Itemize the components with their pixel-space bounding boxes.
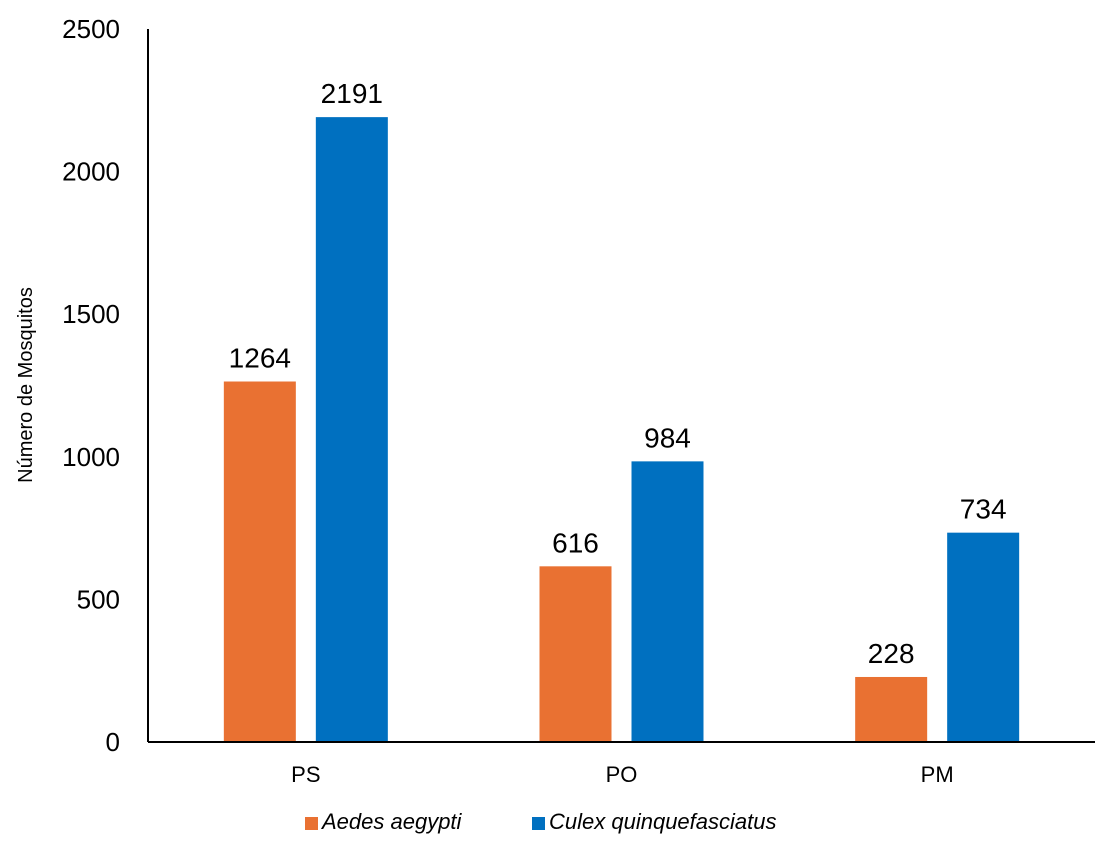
x-tick-label: PO: [606, 762, 638, 787]
y-tick-label: 2000: [62, 157, 120, 187]
legend-label: Culex quinquefasciatus: [549, 809, 776, 834]
x-tick-label: PS: [291, 762, 320, 787]
bar-pm-series-1: [855, 676, 928, 742]
y-tick-label: 2500: [62, 14, 120, 44]
bar-po-series-1: [539, 566, 612, 742]
data-label: 2191: [321, 78, 383, 109]
legend-swatch: [305, 817, 318, 830]
data-label: 228: [868, 638, 915, 669]
x-tick-label: PM: [921, 762, 954, 787]
y-tick-label: 500: [77, 584, 120, 614]
bar-ps-series-2: [315, 117, 388, 742]
y-tick-label: 1000: [62, 442, 120, 472]
y-tick-label: 0: [106, 727, 120, 757]
bar-ps-series-1: [223, 381, 296, 742]
data-label: 984: [644, 422, 691, 453]
data-labels: 1264 2191 616 984 228 734: [229, 78, 1007, 669]
bars: [223, 117, 1020, 742]
legend: Aedes aegypti Culex quinquefasciatus: [305, 809, 776, 834]
data-label: 1264: [229, 343, 291, 374]
data-label: 616: [552, 527, 599, 558]
x-axis-ticks: PS PO PM: [291, 762, 954, 787]
legend-swatch: [532, 817, 545, 830]
y-axis-title: Número de Mosquitos: [15, 287, 37, 483]
bar-po-series-2: [631, 461, 704, 742]
data-label: 734: [960, 494, 1007, 525]
y-axis-ticks: 0 500 1000 1500 2000 2500: [62, 14, 120, 757]
bar-pm-series-2: [947, 532, 1020, 742]
legend-label: Aedes aegypti: [320, 809, 463, 834]
y-tick-label: 1500: [62, 299, 120, 329]
